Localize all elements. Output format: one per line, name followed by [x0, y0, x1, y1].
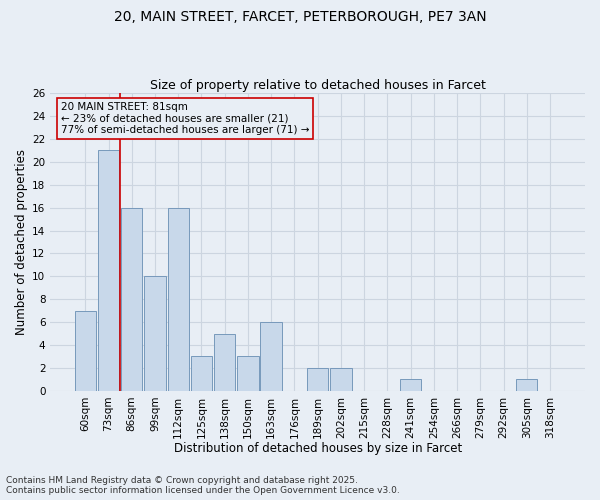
X-axis label: Distribution of detached houses by size in Farcet: Distribution of detached houses by size … [173, 442, 462, 455]
Bar [330, 368, 352, 391]
Bar [260, 322, 282, 391]
Text: Contains HM Land Registry data © Crown copyright and database right 2025.
Contai: Contains HM Land Registry data © Crown c… [6, 476, 400, 495]
Bar [144, 276, 166, 391]
Title: Size of property relative to detached houses in Farcet: Size of property relative to detached ho… [150, 79, 485, 92]
Bar [98, 150, 119, 391]
Bar [167, 208, 189, 391]
Bar [191, 356, 212, 391]
Text: 20, MAIN STREET, FARCET, PETERBOROUGH, PE7 3AN: 20, MAIN STREET, FARCET, PETERBOROUGH, P… [113, 10, 487, 24]
Y-axis label: Number of detached properties: Number of detached properties [15, 149, 28, 335]
Bar [74, 310, 96, 391]
Bar [237, 356, 259, 391]
Bar [516, 380, 538, 391]
Text: 20 MAIN STREET: 81sqm
← 23% of detached houses are smaller (21)
77% of semi-deta: 20 MAIN STREET: 81sqm ← 23% of detached … [61, 102, 310, 136]
Bar [400, 380, 421, 391]
Bar [121, 208, 142, 391]
Bar [214, 334, 235, 391]
Bar [307, 368, 328, 391]
